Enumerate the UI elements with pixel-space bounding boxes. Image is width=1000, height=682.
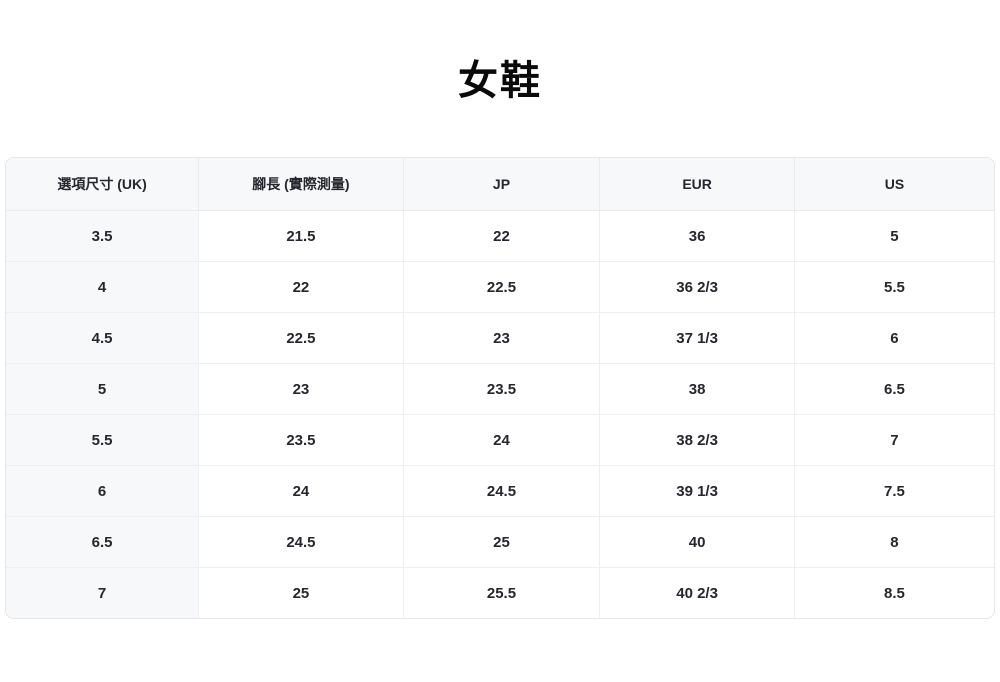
table-cell: 23.5 xyxy=(198,414,404,466)
table-row: 5 23 23.5 38 6.5 xyxy=(6,363,994,415)
size-chart-table: 選項尺寸 (UK) 腳長 (實際測量) JP EUR US 3.5 21.5 22 3… xyxy=(6,158,994,618)
table-row: 6.5 24.5 25 40 8 xyxy=(6,516,994,568)
table-cell: 24.5 xyxy=(198,516,404,568)
table-cell: 37 1/3 xyxy=(599,312,795,364)
table-cell: 38 xyxy=(599,363,795,415)
table-cell: 36 xyxy=(599,210,795,262)
table-cell: 40 2/3 xyxy=(599,567,795,618)
row-header-cell: 5.5 xyxy=(6,414,200,466)
row-header-cell: 6 xyxy=(6,465,200,517)
table-row: 6 24 24.5 39 1/3 7.5 xyxy=(6,465,994,517)
table-cell: 5 xyxy=(794,210,994,262)
page-title: 女鞋 xyxy=(458,59,542,103)
column-header-uk: 選項尺寸 (UK) xyxy=(6,158,200,211)
table-cell: 23 xyxy=(198,363,404,415)
row-header-cell: 5 xyxy=(6,363,200,415)
row-header-cell: 4.5 xyxy=(6,312,200,364)
table-cell: 8 xyxy=(794,516,994,568)
table-cell: 25.5 xyxy=(403,567,601,618)
table-row: 7 25 25.5 40 2/3 8.5 xyxy=(6,567,994,618)
table-cell: 24 xyxy=(198,465,404,517)
table-header: 選項尺寸 (UK) 腳長 (實際測量) JP EUR US xyxy=(6,158,994,211)
row-header-cell: 6.5 xyxy=(6,516,200,568)
table-cell: 25 xyxy=(403,516,601,568)
table-cell: 24 xyxy=(403,414,601,466)
table-cell: 8.5 xyxy=(794,567,994,618)
table-cell: 22 xyxy=(403,210,601,262)
table-cell: 39 1/3 xyxy=(599,465,795,517)
header-row: 選項尺寸 (UK) 腳長 (實際測量) JP EUR US xyxy=(6,158,994,211)
table-row: 4 22 22.5 36 2/3 5.5 xyxy=(6,261,994,313)
column-header-foot-length: 腳長 (實際測量) xyxy=(198,158,404,211)
table-cell: 23.5 xyxy=(403,363,601,415)
table-cell: 38 2/3 xyxy=(599,414,795,466)
column-header-us: US xyxy=(794,158,994,211)
row-header-cell: 7 xyxy=(6,567,200,618)
table-cell: 5.5 xyxy=(794,261,994,313)
table-cell: 40 xyxy=(599,516,795,568)
table-cell: 7 xyxy=(794,414,994,466)
row-header-cell: 3.5 xyxy=(6,210,200,262)
row-header-cell: 4 xyxy=(6,261,200,313)
table-cell: 24.5 xyxy=(403,465,601,517)
table-cell: 21.5 xyxy=(198,210,404,262)
table-body: 3.5 21.5 22 36 5 4 22 22.5 36 2/3 5.5 4.5 22.5 23 37 … xyxy=(6,210,994,618)
table-row: 3.5 21.5 22 36 5 xyxy=(6,210,994,262)
size-chart-container: 選項尺寸 (UK) 腳長 (實際測量) JP EUR US 3.5 21.5 22 3… xyxy=(5,157,995,619)
column-header-eur: EUR xyxy=(599,158,795,211)
table-cell: 6.5 xyxy=(794,363,994,415)
table-cell: 22.5 xyxy=(403,261,601,313)
table-cell: 36 2/3 xyxy=(599,261,795,313)
table-cell: 22.5 xyxy=(198,312,404,364)
table-row: 4.5 22.5 23 37 1/3 6 xyxy=(6,312,994,364)
table-cell: 22 xyxy=(198,261,404,313)
table-cell: 6 xyxy=(794,312,994,364)
column-header-jp: JP xyxy=(403,158,601,211)
table-cell: 25 xyxy=(198,567,404,618)
table-row: 5.5 23.5 24 38 2/3 7 xyxy=(6,414,994,466)
table-cell: 7.5 xyxy=(794,465,994,517)
table-cell: 23 xyxy=(403,312,601,364)
